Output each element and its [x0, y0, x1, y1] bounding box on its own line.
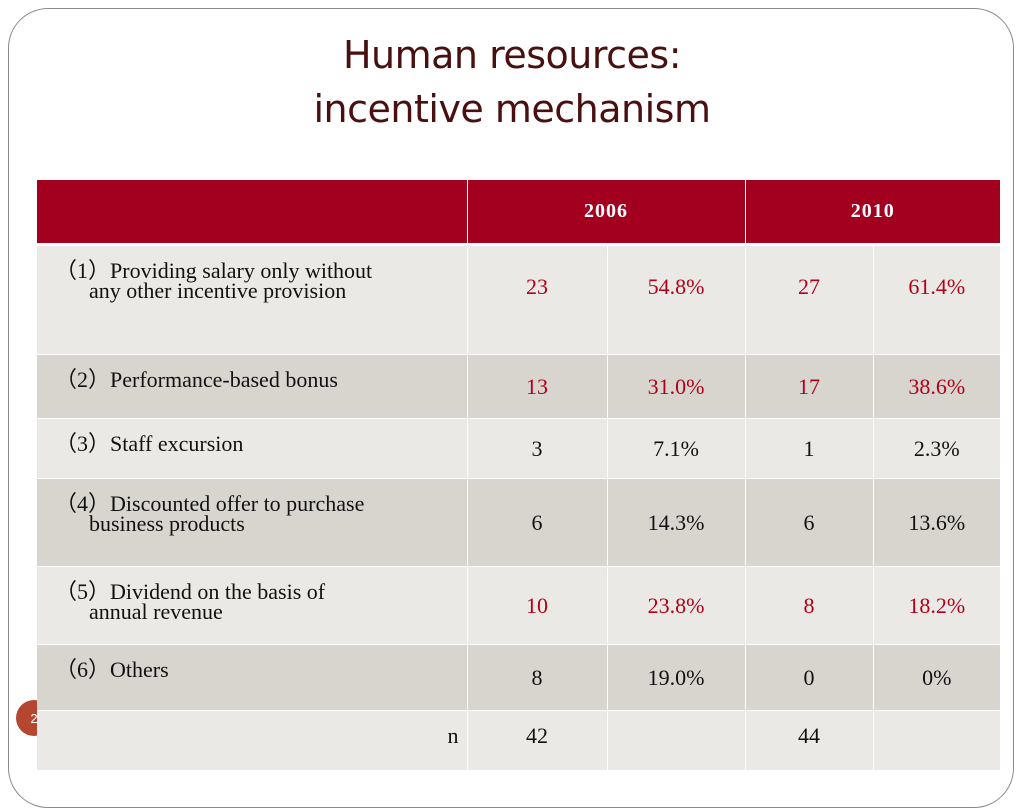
row-label: （5）Dividend on the basis of annual reven…	[37, 566, 468, 645]
header-2010: 2010	[745, 180, 1000, 246]
count-2006: 3	[467, 418, 608, 479]
total-label: n	[37, 710, 468, 771]
table-row: （6）Others 8 19.0% 0 0%	[37, 644, 1000, 711]
count-2006: 8	[467, 644, 608, 711]
row-label-line-1: Dividend on the basis of	[110, 579, 326, 604]
header-2006: 2006	[467, 180, 746, 246]
percent-2010: 18.2%	[873, 566, 1000, 645]
row-label: （1）Providing salary only without any oth…	[37, 244, 468, 355]
table-row: （1）Providing salary only without any oth…	[37, 244, 1000, 355]
percent-2010: 38.6%	[873, 354, 1000, 419]
count-2010: 6	[745, 478, 874, 567]
header-blank	[37, 180, 468, 246]
row-label-line-1: Staff excursion	[110, 431, 244, 456]
table-header-row: 2006 2010	[37, 180, 1000, 246]
percent-2006: 7.1%	[607, 418, 746, 479]
row-number: （6）	[55, 657, 111, 682]
count-2010: 0	[745, 644, 874, 711]
row-label-line-1: Performance-based bonus	[110, 367, 338, 392]
count-2010: 8	[745, 566, 874, 645]
row-label: （2）Performance-based bonus	[37, 354, 468, 419]
row-label: （3）Staff excursion	[37, 418, 468, 479]
title-line-1: Human resources:	[342, 33, 682, 77]
row-label-line-1: Others	[110, 657, 169, 682]
total-2006-percent-blank	[607, 710, 746, 771]
row-label-line-2: any other incentive provision	[89, 278, 347, 303]
percent-2010: 0%	[873, 644, 1000, 711]
table-row: （5）Dividend on the basis of annual reven…	[37, 566, 1000, 645]
percent-2006: 19.0%	[607, 644, 746, 711]
count-2006: 23	[467, 244, 608, 355]
slide-title: Human resources: incentive mechanism	[0, 28, 1024, 136]
row-label: （6）Others	[37, 644, 468, 711]
total-2006: 42	[467, 710, 608, 771]
row-label-line-1: Providing salary only without	[110, 258, 373, 283]
row-label: （4）Discounted offer to purchase business…	[37, 478, 468, 567]
count-2010: 17	[745, 354, 874, 419]
count-2006: 13	[467, 354, 608, 419]
percent-2006: 54.8%	[607, 244, 746, 355]
percent-2010: 61.4%	[873, 244, 1000, 355]
row-label-line-2: business products	[89, 511, 245, 536]
table-row: （3）Staff excursion 3 7.1% 1 2.3%	[37, 418, 1000, 479]
table-row: （2）Performance-based bonus 13 31.0% 17 3…	[37, 354, 1000, 419]
row-number: （2）	[55, 367, 111, 392]
percent-2010: 13.6%	[873, 478, 1000, 567]
row-number: （3）	[55, 431, 111, 456]
table-total-row: n 42 44	[37, 710, 1000, 771]
percent-2010: 2.3%	[873, 418, 1000, 479]
count-2006: 10	[467, 566, 608, 645]
percent-2006: 14.3%	[607, 478, 746, 567]
count-2010: 1	[745, 418, 874, 479]
row-label-line-2: annual revenue	[89, 599, 223, 624]
total-2010-percent-blank	[873, 710, 1000, 771]
percent-2006: 31.0%	[607, 354, 746, 419]
row-number: （5）	[55, 579, 111, 604]
title-line-2: incentive mechanism	[313, 87, 711, 131]
count-2010: 27	[745, 244, 874, 355]
count-2006: 6	[467, 478, 608, 567]
total-2010: 44	[745, 710, 874, 771]
row-number: （1）	[55, 258, 111, 283]
table-row: （4）Discounted offer to purchase business…	[37, 478, 1000, 567]
row-number: （4）	[55, 491, 111, 516]
incentive-table: 2006 2010 （1）Providing salary only witho…	[37, 180, 1000, 771]
row-label-line-1: Discounted offer to purchase	[110, 491, 365, 516]
percent-2006: 23.8%	[607, 566, 746, 645]
